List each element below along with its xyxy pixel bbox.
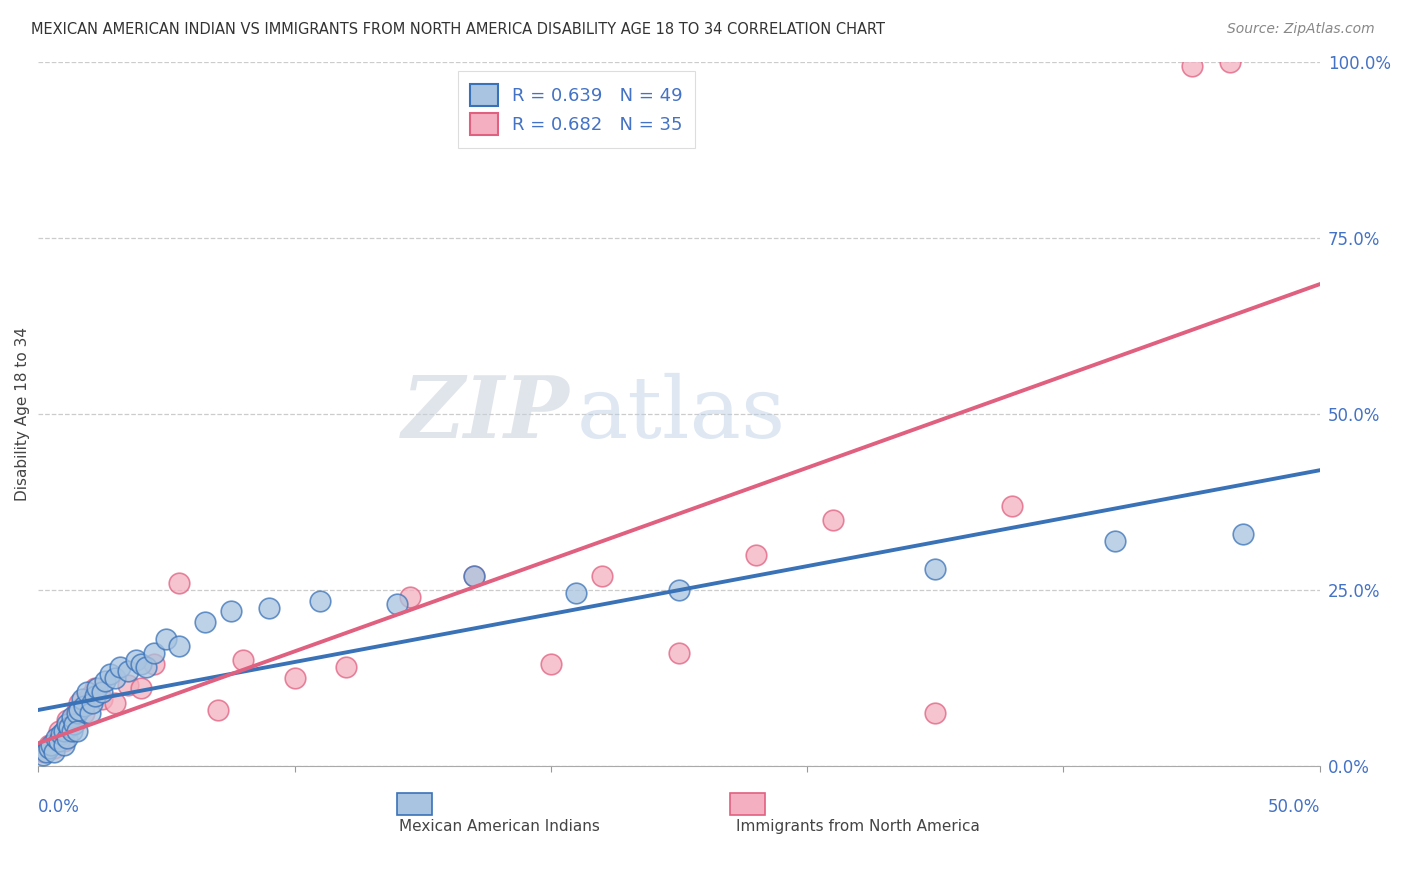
Point — [745, 548, 768, 562]
Point — [169, 639, 191, 653]
Point — [79, 706, 101, 720]
Point — [142, 646, 165, 660]
Point — [66, 723, 89, 738]
Text: 0.0%: 0.0% — [38, 797, 80, 815]
Y-axis label: Disability Age 18 to 34: Disability Age 18 to 34 — [15, 327, 30, 501]
Point — [924, 706, 946, 720]
Point — [1232, 526, 1254, 541]
Point — [194, 615, 217, 629]
Point — [135, 660, 157, 674]
Point — [51, 727, 73, 741]
Point — [104, 671, 127, 685]
Point — [1001, 499, 1024, 513]
Point — [117, 678, 139, 692]
Point — [39, 738, 62, 752]
Point — [42, 745, 65, 759]
Point — [1104, 533, 1126, 548]
Point — [591, 569, 613, 583]
Point — [91, 685, 114, 699]
Point — [42, 741, 65, 756]
Point — [52, 738, 75, 752]
Point — [463, 569, 485, 583]
Point — [35, 745, 58, 759]
Point — [565, 586, 588, 600]
Point — [48, 723, 70, 738]
Point — [58, 720, 80, 734]
Point — [73, 699, 96, 714]
Point — [86, 681, 108, 696]
Point — [70, 692, 93, 706]
Point — [125, 653, 148, 667]
Point — [142, 657, 165, 671]
Point — [924, 562, 946, 576]
Point — [55, 731, 77, 745]
Text: Mexican American Indians: Mexican American Indians — [399, 819, 600, 834]
Point — [668, 582, 690, 597]
Point — [385, 597, 408, 611]
Text: Source: ZipAtlas.com: Source: ZipAtlas.com — [1227, 22, 1375, 37]
Point — [83, 689, 105, 703]
Point — [79, 689, 101, 703]
Text: 50.0%: 50.0% — [1267, 797, 1320, 815]
Point — [335, 660, 357, 674]
Point — [98, 667, 121, 681]
Point — [48, 734, 70, 748]
Point — [58, 720, 80, 734]
Point — [104, 696, 127, 710]
Point — [55, 713, 77, 727]
Point — [117, 664, 139, 678]
Point — [63, 716, 86, 731]
Point — [38, 738, 60, 752]
Text: MEXICAN AMERICAN INDIAN VS IMMIGRANTS FROM NORTH AMERICA DISABILITY AGE 18 TO 34: MEXICAN AMERICAN INDIAN VS IMMIGRANTS FR… — [31, 22, 884, 37]
Point — [399, 590, 422, 604]
Point — [67, 703, 90, 717]
Point — [219, 604, 242, 618]
Point — [67, 696, 90, 710]
Point — [284, 671, 307, 685]
Point — [60, 723, 83, 738]
Point — [668, 646, 690, 660]
Point — [155, 632, 177, 647]
Legend: R = 0.639   N = 49, R = 0.682   N = 35: R = 0.639 N = 49, R = 0.682 N = 35 — [458, 71, 695, 148]
Point — [821, 512, 844, 526]
Point — [1180, 59, 1202, 73]
Point — [52, 723, 75, 738]
Point — [76, 685, 98, 699]
Text: ZIP: ZIP — [402, 372, 569, 456]
Point — [38, 741, 60, 756]
Point — [45, 731, 67, 745]
Point — [129, 681, 152, 696]
Point — [207, 703, 229, 717]
Point — [66, 706, 89, 720]
Point — [463, 569, 485, 583]
Point — [60, 709, 83, 723]
Point — [82, 696, 104, 710]
Text: Immigrants from North America: Immigrants from North America — [737, 819, 980, 834]
Point — [73, 706, 96, 720]
Point — [52, 734, 75, 748]
Point — [63, 709, 86, 723]
Point — [55, 716, 77, 731]
Point — [94, 674, 117, 689]
Point — [169, 575, 191, 590]
Point — [51, 731, 73, 745]
Point — [66, 703, 89, 717]
Point — [540, 657, 562, 671]
Point — [32, 748, 55, 763]
Point — [309, 593, 332, 607]
Point — [83, 681, 105, 696]
Point — [129, 657, 152, 671]
Point — [32, 745, 55, 759]
Point — [91, 692, 114, 706]
Point — [1219, 55, 1241, 70]
Text: atlas: atlas — [576, 373, 786, 456]
Point — [257, 600, 280, 615]
Point — [110, 660, 132, 674]
Point — [232, 653, 254, 667]
